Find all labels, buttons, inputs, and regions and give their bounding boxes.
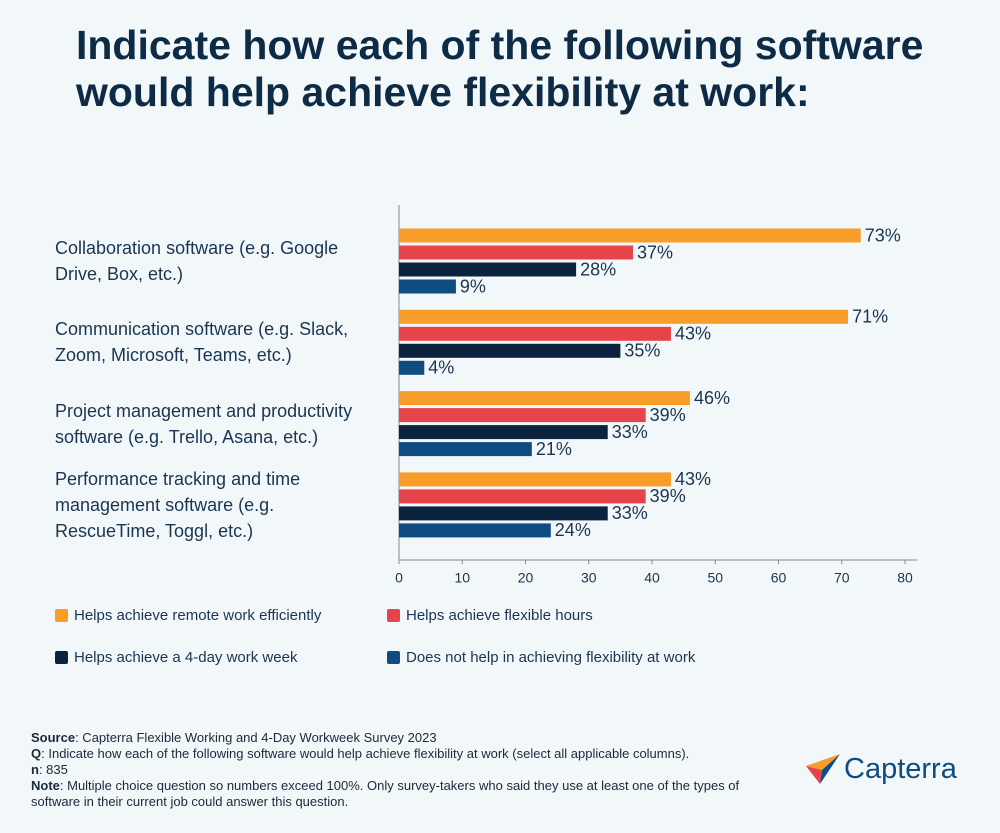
x-tick-label: 50 xyxy=(707,570,723,586)
value-label: 43% xyxy=(675,324,711,344)
logo-text: Capterra xyxy=(844,752,957,785)
legend-label: Helps achieve remote work efficiently xyxy=(74,607,322,624)
bar xyxy=(399,262,577,277)
category-label: Project management and productivity soft… xyxy=(55,400,353,447)
legend-item: Helps achieve remote work efficiently xyxy=(55,607,321,624)
legend-item: Helps achieve flexible hours xyxy=(387,607,593,624)
logo-icon xyxy=(806,754,840,784)
q-label: Q xyxy=(31,746,42,761)
bar xyxy=(399,442,532,457)
bar xyxy=(399,245,634,260)
bar xyxy=(399,326,671,341)
x-tick-label: 30 xyxy=(581,570,597,586)
bar xyxy=(399,506,608,521)
bar xyxy=(399,391,690,406)
bar xyxy=(399,360,425,375)
bar xyxy=(399,343,621,358)
x-tick-label: 40 xyxy=(644,570,660,586)
legend-swatch xyxy=(387,609,400,622)
value-label: 33% xyxy=(612,422,648,442)
note-text: : Multiple choice question so numbers ex… xyxy=(31,778,740,809)
legend-swatch xyxy=(387,651,400,664)
x-tick-label: 20 xyxy=(518,570,534,586)
bar xyxy=(399,523,551,538)
value-label: 43% xyxy=(675,469,711,489)
logo: Capterra xyxy=(806,752,957,786)
value-label: 21% xyxy=(536,439,572,459)
value-label: 28% xyxy=(580,259,616,279)
legend-item: Does not help in achieving flexibility a… xyxy=(387,649,695,666)
chart-title: Indicate how each of the following softw… xyxy=(76,22,924,115)
x-tick-label: 80 xyxy=(897,570,913,586)
legend-label: Does not help in achieving flexibility a… xyxy=(406,649,696,666)
legend-item: Helps achieve a 4-day work week xyxy=(55,649,297,666)
value-label: 33% xyxy=(612,503,648,523)
value-label: 37% xyxy=(637,242,673,262)
note-label: Note xyxy=(31,778,60,793)
bar xyxy=(399,279,456,294)
n-line: n: 835 xyxy=(31,762,771,778)
source-line: Source: Capterra Flexible Working and 4-… xyxy=(31,730,771,746)
footer: Source: Capterra Flexible Working and 4-… xyxy=(31,730,771,810)
legend-label: Helps achieve flexible hours xyxy=(406,607,593,624)
category-label: Communication software (e.g. Slack, Zoom… xyxy=(55,319,349,366)
bar xyxy=(399,228,861,243)
x-tick-label: 10 xyxy=(454,570,470,586)
legend-swatch xyxy=(55,651,68,664)
n-text: : 835 xyxy=(38,762,68,777)
source-label: Source xyxy=(31,730,76,745)
category-label: Collaboration software (e.g. Google Driv… xyxy=(55,238,339,284)
category-label: Performance tracking and time management… xyxy=(55,468,301,541)
value-label: 35% xyxy=(624,341,660,361)
value-label: 46% xyxy=(694,388,730,408)
bar xyxy=(399,489,646,504)
value-label: 4% xyxy=(428,358,454,378)
source-text: : Capterra Flexible Working and 4-Day Wo… xyxy=(75,730,437,745)
note-line: Note: Multiple choice question so number… xyxy=(31,778,771,810)
bar xyxy=(399,309,849,324)
value-label: 9% xyxy=(460,276,486,296)
value-label: 39% xyxy=(650,405,686,425)
bar xyxy=(399,408,646,423)
bar xyxy=(399,472,671,487)
value-label: 39% xyxy=(650,486,686,506)
q-text: : Indicate how each of the following sof… xyxy=(41,746,690,761)
value-label: 71% xyxy=(852,307,888,327)
x-tick-label: 60 xyxy=(771,570,787,586)
x-tick-label: 0 xyxy=(395,570,403,586)
n-label: n xyxy=(31,762,39,777)
x-tick-label: 70 xyxy=(834,570,850,586)
chart: 0 10 20 30 40 50 60 70 80 73% 37% 28% 9% 71% 43% 35% 4% 4… xyxy=(395,205,917,586)
value-label: 24% xyxy=(555,520,591,540)
value-label: 73% xyxy=(865,225,901,245)
bar xyxy=(399,425,608,440)
legend-swatch xyxy=(55,609,68,622)
q-line: Q: Indicate how each of the following so… xyxy=(31,746,771,762)
legend-label: Helps achieve a 4-day work week xyxy=(74,649,298,666)
